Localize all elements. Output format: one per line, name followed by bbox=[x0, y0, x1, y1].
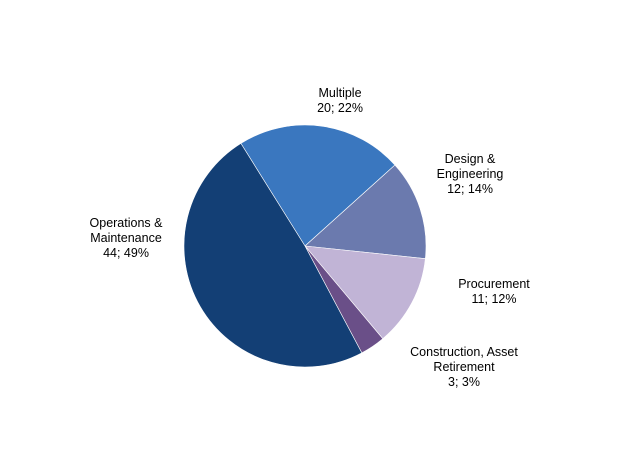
label-construction-name-line1: Construction, Asset bbox=[410, 345, 518, 359]
pie-slices bbox=[183, 124, 427, 368]
label-operations-value: 44; 49% bbox=[103, 246, 149, 260]
label-procurement-name: Procurement bbox=[458, 277, 530, 291]
label-procurement-value: 11; 12% bbox=[472, 292, 517, 306]
label-multiple-value: 20; 22% bbox=[317, 101, 363, 115]
label-construction-name-line2: Retirement bbox=[433, 360, 495, 374]
pie-slice-multiple bbox=[240, 124, 396, 247]
pie-slice-design-engineering bbox=[304, 164, 427, 259]
label-construction-value: 3; 3% bbox=[448, 375, 480, 389]
label-multiple-name: Multiple bbox=[318, 86, 361, 100]
pie-slice-procurement bbox=[304, 245, 426, 340]
label-design-name-line1: Design & bbox=[445, 152, 496, 166]
label-operations-name-line2: Maintenance bbox=[90, 231, 162, 245]
label-design-value: 12; 14% bbox=[447, 182, 493, 196]
label-operations-name-line1: Operations & bbox=[90, 216, 164, 230]
pie-slice-operations-maintenance bbox=[183, 142, 363, 368]
slice-labels: Multiple 20; 22% Design & Engineering 12… bbox=[90, 86, 531, 389]
label-design-name-line2: Engineering bbox=[437, 167, 504, 181]
